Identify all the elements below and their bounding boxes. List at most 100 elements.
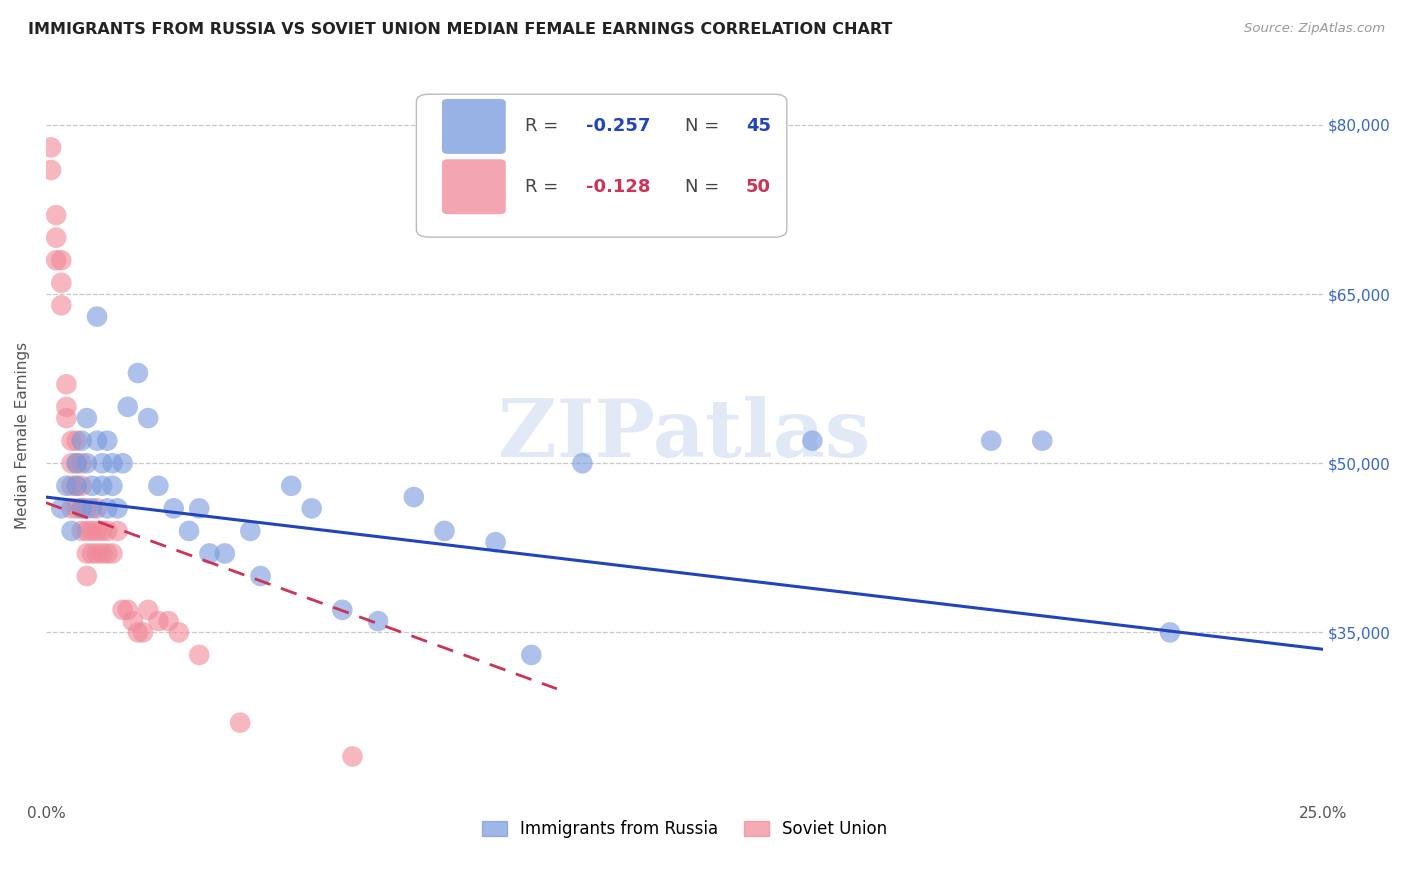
Point [60,456,83,470]
Point [70,456,93,470]
Point [136,411,159,425]
Point [91,546,114,560]
Point [86,546,108,560]
Point [80,524,103,538]
Text: N =: N = [685,178,724,195]
Point [86,501,108,516]
Point [249,569,271,583]
Text: ZIPatlas: ZIPatlas [499,396,870,474]
Point [86,524,108,538]
Point [60,501,83,516]
Point [484,535,506,549]
Text: Source: ZipAtlas.com: Source: ZipAtlas.com [1244,22,1385,36]
FancyBboxPatch shape [441,99,506,154]
Point [66,456,89,470]
Point [51,276,73,290]
Point [70,501,93,516]
Point [229,715,252,730]
Point [91,456,114,470]
Text: -0.257: -0.257 [586,118,651,136]
Point [101,546,124,560]
Point [45,230,67,244]
Text: R =: R = [524,118,564,136]
Point [86,310,108,324]
Point [76,411,98,425]
Point [117,400,139,414]
Point [101,456,124,470]
Point [80,501,103,516]
Point [111,456,134,470]
Text: IMMIGRANTS FROM RUSSIA VS SOVIET UNION MEDIAN FEMALE EARNINGS CORRELATION CHART: IMMIGRANTS FROM RUSSIA VS SOVIET UNION M… [28,22,893,37]
Point [55,377,77,392]
Point [66,501,89,516]
Point [60,434,83,448]
FancyBboxPatch shape [441,160,506,214]
Point [280,479,302,493]
Point [76,456,98,470]
Point [520,648,543,662]
Point [367,614,389,628]
Point [117,603,139,617]
Point [86,434,108,448]
Point [167,625,190,640]
Point [127,625,149,640]
Point [433,524,456,538]
Point [188,501,211,516]
Text: R =: R = [524,178,564,195]
Point [91,524,114,538]
Legend: Immigrants from Russia, Soviet Union: Immigrants from Russia, Soviet Union [475,814,894,845]
Point [148,479,170,493]
Point [76,569,98,583]
Point [76,501,98,516]
FancyBboxPatch shape [416,95,787,237]
Point [188,648,211,662]
Point [801,434,824,448]
Point [402,490,425,504]
Point [1031,434,1053,448]
Point [214,546,236,560]
Point [45,253,67,268]
Point [60,479,83,493]
Point [70,434,93,448]
Point [60,524,83,538]
Point [239,524,262,538]
Point [96,501,118,516]
Point [198,546,221,560]
Point [96,546,118,560]
Point [55,479,77,493]
Point [107,524,129,538]
Point [51,253,73,268]
Point [80,479,103,493]
Point [980,434,1002,448]
Point [136,603,159,617]
Point [45,208,67,222]
Point [91,479,114,493]
Point [80,546,103,560]
Point [301,501,323,516]
Point [70,479,93,493]
Point [148,614,170,628]
Text: N =: N = [685,118,724,136]
Point [342,749,364,764]
Point [39,140,62,154]
Point [96,434,118,448]
Point [66,434,89,448]
Point [39,163,62,178]
Text: 45: 45 [747,118,770,136]
Point [1159,625,1181,640]
Point [51,501,73,516]
Point [66,456,89,470]
Point [132,625,155,640]
Point [76,546,98,560]
Point [55,400,77,414]
Point [111,603,134,617]
Text: 50: 50 [747,178,770,195]
Point [70,501,93,516]
Point [55,411,77,425]
Point [107,501,129,516]
Point [70,524,93,538]
Point [163,501,186,516]
Point [96,524,118,538]
Point [51,298,73,312]
Point [127,366,149,380]
